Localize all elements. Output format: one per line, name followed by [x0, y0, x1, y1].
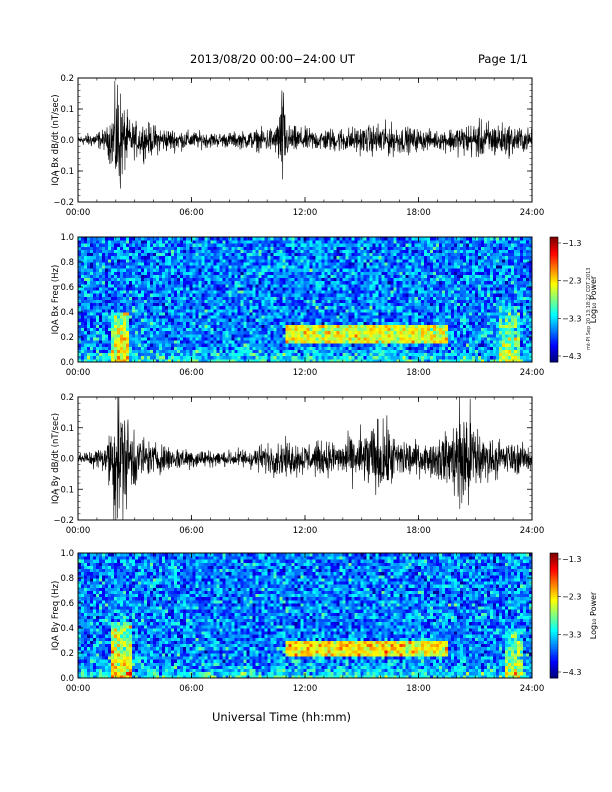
y-axis-label: IQA By dB/dt (nT/sec): [51, 413, 61, 504]
x-tick-label: 24:00: [520, 368, 545, 378]
colorbar-tick-label: −1.3: [562, 239, 581, 248]
colorbar-tick-label: −2.3: [562, 593, 581, 602]
x-tick-label: 12:00: [293, 684, 318, 694]
y-tick-label: 0.0: [60, 136, 74, 146]
colorbar-frame: [549, 236, 559, 363]
page-title: 2013/08/20 00:00−24:00 UT: [190, 52, 355, 66]
y-tick-label: 0.1: [60, 424, 74, 434]
y-tick-label: 1.0: [60, 233, 74, 243]
colorbar-frame: [549, 552, 559, 679]
colorbar-tick-label: −3.3: [562, 314, 581, 323]
x-tick-label: 00:00: [66, 684, 91, 694]
x-tick-label: 00:00: [66, 368, 91, 378]
colorbar-tick-label: −2.3: [562, 277, 581, 286]
page-number: Page 1/1: [478, 52, 529, 66]
x-tick-label: 24:00: [520, 208, 545, 218]
x-tick-label: 24:00: [520, 684, 545, 694]
y-tick-label: 1.0: [60, 549, 74, 559]
x-tick-label: 06:00: [179, 526, 204, 536]
y-tick-label: 0.2: [60, 333, 74, 343]
x-tick-label: 00:00: [66, 208, 91, 218]
x-tick-label: 00:00: [66, 526, 91, 536]
x-tick-label: 12:00: [293, 368, 318, 378]
colorbar-label: Log₁₀ Power: [589, 591, 598, 639]
spectrogram-cells: [78, 553, 533, 679]
y-tick-label: 0.4: [60, 308, 74, 318]
y-tick-label: −0.2: [53, 516, 74, 526]
x-tick-label: 24:00: [520, 526, 545, 536]
y-tick-label: 0.2: [60, 393, 74, 403]
colorbar-tick-label: −4.3: [562, 668, 581, 677]
y-tick-label: 0.6: [60, 599, 74, 609]
y-axis-label: IQA By Freq (Hz): [51, 581, 61, 651]
y-tick-label: 0.0: [60, 358, 74, 368]
x-tick-label: 12:00: [293, 526, 318, 536]
y-tick-label: 0.2: [60, 74, 74, 84]
colorbar-tick-label: −3.3: [562, 630, 581, 639]
y-axis-label: IQA Bx dB/dt (nT/sec): [51, 94, 61, 185]
y-tick-label: 0.4: [60, 624, 74, 634]
y-tick-label: −0.2: [53, 198, 74, 208]
spectrogram-cells: [78, 237, 533, 363]
y-tick-label: 0.6: [60, 283, 74, 293]
colorbar: [550, 237, 558, 363]
y-tick-label: 0.2: [60, 649, 74, 659]
colorbar-tick-label: −4.3: [562, 352, 581, 361]
y-tick-label: −0.1: [53, 167, 74, 177]
series-trace: [78, 80, 532, 189]
series-trace: [78, 397, 532, 520]
y-tick-label: −0.1: [53, 485, 74, 495]
x-tick-label: 06:00: [179, 368, 204, 378]
x-tick-label: 12:00: [293, 208, 318, 218]
y-tick-label: 0.1: [60, 105, 74, 115]
colorbar-label: Log₁₀ Power: [589, 275, 598, 323]
colorbar-tick-label: −1.3: [562, 555, 581, 564]
y-tick-label: 0.0: [60, 674, 74, 684]
x-tick-label: 18:00: [406, 526, 431, 536]
y-tick-label: 0.8: [60, 258, 74, 268]
x-tick-label: 18:00: [406, 208, 431, 218]
x-tick-label: 06:00: [179, 684, 204, 694]
y-tick-label: 0.0: [60, 455, 74, 465]
x-axis-title: Universal Time (hh:mm): [212, 710, 352, 724]
colorbar: [550, 553, 558, 679]
x-tick-label: 18:00: [406, 684, 431, 694]
x-tick-label: 18:00: [406, 368, 431, 378]
x-tick-label: 06:00: [179, 208, 204, 218]
y-tick-label: 0.8: [60, 574, 74, 584]
y-axis-label: IQA Bx Freq (Hz): [51, 265, 61, 335]
